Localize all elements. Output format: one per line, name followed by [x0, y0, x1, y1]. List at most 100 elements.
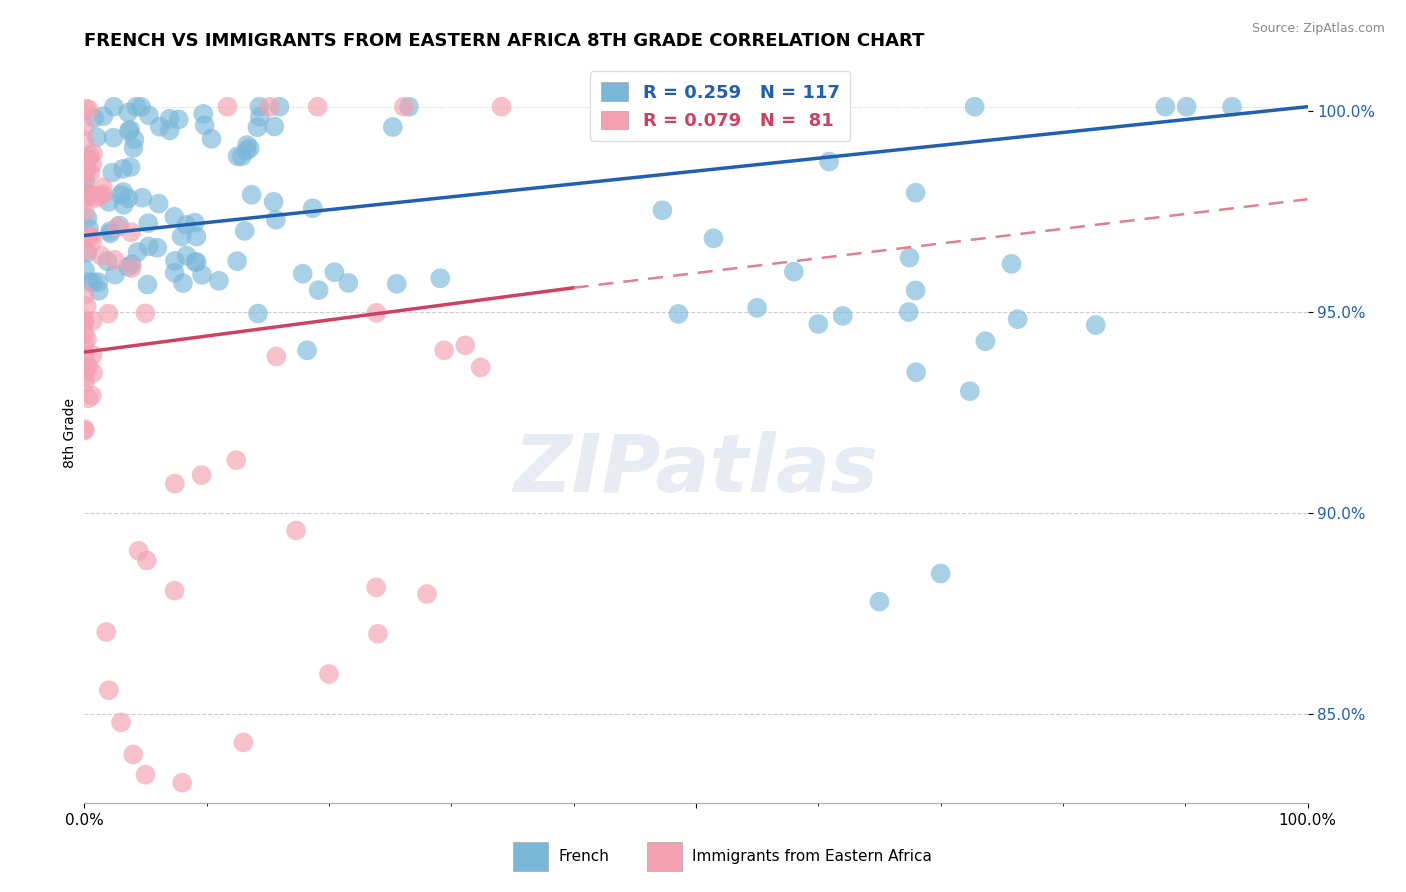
Point	[82, 366, 104, 380]
Point	[110, 715, 132, 730]
Point	[194, 118, 217, 132]
Point	[783, 265, 806, 279]
Point	[73, 376, 96, 390]
Text: ZIPatlas: ZIPatlas	[513, 431, 879, 508]
Point	[172, 775, 194, 789]
Point	[96, 254, 118, 268]
Point	[1220, 100, 1243, 114]
Point	[135, 767, 157, 781]
Point	[226, 149, 249, 163]
Point	[1084, 318, 1107, 332]
Point	[86, 130, 108, 145]
Point	[398, 100, 420, 114]
Point	[184, 255, 207, 269]
Point	[148, 196, 170, 211]
Point	[186, 229, 208, 244]
Point	[163, 476, 186, 491]
Point	[429, 271, 451, 285]
Point	[75, 244, 97, 258]
Point	[898, 251, 921, 265]
Point	[136, 216, 159, 230]
Point	[97, 194, 120, 209]
Point	[77, 359, 100, 374]
Point	[121, 257, 143, 271]
Point	[416, 587, 439, 601]
Point	[75, 192, 97, 206]
Point	[163, 583, 186, 598]
Point	[73, 315, 96, 329]
Point	[124, 132, 146, 146]
Point	[82, 235, 104, 249]
Point	[1000, 257, 1022, 271]
Point	[233, 224, 256, 238]
Point	[217, 100, 239, 114]
FancyBboxPatch shape	[513, 842, 548, 871]
Point	[247, 100, 270, 114]
Point	[76, 299, 98, 313]
Point	[225, 453, 247, 467]
Point	[929, 566, 952, 581]
Point	[82, 348, 104, 362]
Point	[76, 211, 98, 225]
Point	[259, 100, 281, 114]
Point	[366, 580, 388, 594]
Point	[246, 120, 269, 135]
Point	[718, 100, 741, 114]
Point	[685, 100, 707, 114]
Point	[131, 191, 153, 205]
Point	[75, 159, 97, 173]
Point	[904, 284, 927, 298]
Point	[136, 277, 159, 292]
Point	[76, 245, 98, 260]
Point	[112, 198, 135, 212]
Point	[138, 108, 160, 122]
Point	[97, 307, 120, 321]
Point	[82, 157, 104, 171]
Point	[433, 343, 456, 358]
Point	[77, 229, 100, 244]
Point	[73, 313, 96, 327]
Point	[235, 144, 257, 158]
Point	[83, 111, 105, 125]
Point	[323, 265, 346, 279]
Point	[818, 154, 841, 169]
Point	[454, 338, 477, 352]
Point	[84, 191, 107, 205]
Point	[134, 306, 156, 320]
Point	[73, 424, 96, 438]
Point	[76, 153, 98, 167]
Point	[269, 100, 291, 114]
Point	[122, 747, 145, 762]
Point	[79, 189, 101, 203]
Point	[96, 624, 118, 639]
Point	[120, 160, 142, 174]
Point	[110, 187, 132, 202]
Point	[747, 301, 769, 315]
Point	[120, 122, 142, 136]
Legend: R = 0.259   N = 117, R = 0.079   N =  81: R = 0.259 N = 117, R = 0.079 N = 81	[591, 71, 851, 141]
Point	[91, 187, 114, 202]
Point	[491, 100, 513, 114]
Point	[307, 100, 329, 114]
Point	[127, 245, 149, 260]
Point	[89, 189, 111, 203]
Point	[163, 253, 186, 268]
Point	[651, 203, 673, 218]
Point	[1154, 100, 1177, 114]
Point	[103, 130, 125, 145]
Point	[108, 219, 131, 233]
Point	[176, 248, 198, 262]
Point	[392, 100, 415, 114]
Point	[79, 148, 101, 162]
Text: Source: ZipAtlas.com: Source: ZipAtlas.com	[1251, 22, 1385, 36]
Point	[87, 275, 110, 289]
Point	[236, 138, 259, 153]
Point	[112, 185, 135, 199]
Point	[285, 524, 308, 538]
Point	[120, 225, 142, 239]
Point	[190, 468, 212, 483]
Point	[104, 252, 127, 267]
Point	[111, 161, 134, 176]
Text: FRENCH VS IMMIGRANTS FROM EASTERN AFRICA 8TH GRADE CORRELATION CHART: FRENCH VS IMMIGRANTS FROM EASTERN AFRICA…	[84, 32, 925, 50]
Point	[73, 119, 96, 133]
